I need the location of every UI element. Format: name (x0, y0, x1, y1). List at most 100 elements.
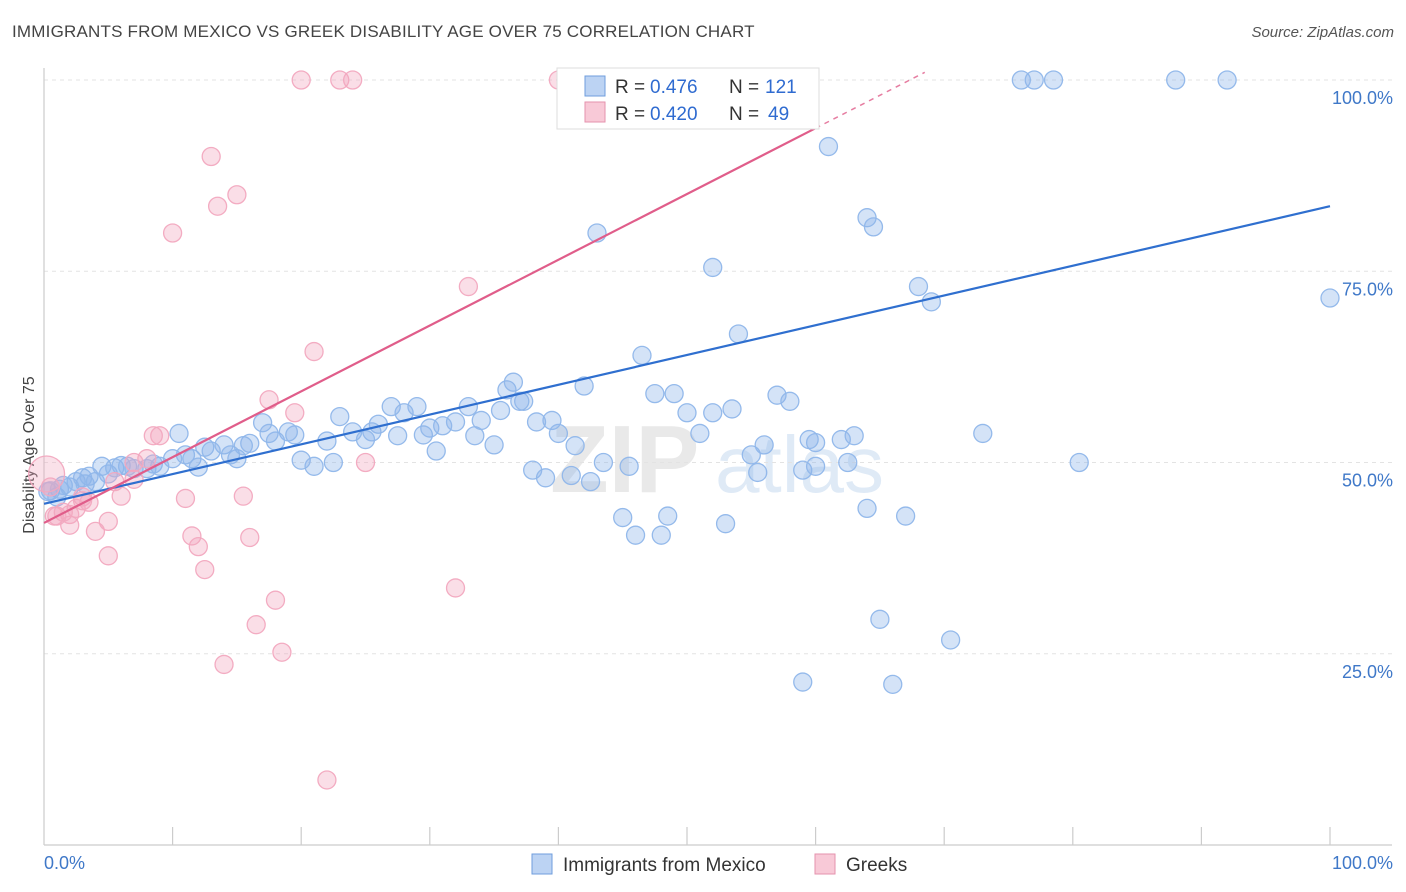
greeks-point (240, 527, 260, 548)
greeks-point (98, 511, 118, 532)
mexico-point (722, 399, 742, 419)
grid-lines (44, 79, 1392, 655)
mexico-point (484, 435, 504, 455)
y-tick-label-2: 75.0% (1342, 279, 1393, 299)
mexico-point (625, 525, 646, 545)
greeks-point (259, 390, 279, 410)
mexico-point (561, 465, 581, 486)
greeks-point (265, 590, 286, 610)
greeks-point (124, 452, 144, 473)
x-tick-label-0: 0.0% (44, 853, 85, 873)
stats-n-label-mexico: N = (729, 77, 759, 98)
mexico-point (613, 507, 633, 528)
greeks-point (214, 654, 234, 675)
mexico-point (870, 609, 890, 629)
series-greeks-points (27, 70, 697, 790)
greeks-point (44, 506, 64, 526)
greeks-point (98, 546, 118, 566)
greeks-point (233, 486, 253, 506)
mexico-point (426, 441, 446, 461)
mexico-point (471, 410, 491, 431)
mexico-point (651, 525, 671, 545)
stats-n-value-greeks: 49 (768, 104, 789, 125)
mexico-point (240, 433, 260, 454)
mexico-point (780, 391, 800, 411)
mexico-point (677, 403, 697, 423)
greeks-point (285, 403, 305, 423)
mexico-point (526, 412, 547, 432)
greeks-trend-line (43, 127, 817, 524)
mexico-point (664, 383, 684, 404)
mexico-point (1024, 70, 1044, 90)
greeks-point (188, 537, 208, 557)
legend-label-greeks: Greeks (846, 855, 907, 876)
greeks-point (317, 770, 337, 790)
mexico-point (805, 432, 826, 453)
greeks-point (195, 559, 215, 580)
mexico-point (793, 672, 813, 692)
greeks-point (272, 642, 292, 662)
mexico-point (863, 217, 884, 237)
mexico-point (1069, 452, 1089, 473)
mexico-point (574, 376, 594, 396)
greeks-point (40, 477, 61, 497)
mexico-point (940, 630, 961, 650)
stats-n-label-greeks: N = (729, 104, 759, 125)
mexico-point (317, 431, 337, 451)
mexico-point (387, 426, 408, 446)
greeks-point (207, 196, 228, 216)
source-credit: Source: ZipAtlas.com (1251, 24, 1394, 41)
stats-r-value-mexico: 0.476 (650, 77, 698, 98)
mexico-point (741, 445, 761, 465)
greeks-point (458, 276, 479, 297)
greeks-point (85, 521, 106, 541)
greeks-point (27, 455, 66, 493)
mexico-point (619, 456, 639, 476)
greeks-point (342, 70, 363, 90)
y-tick-labels: 25.0% 50.0% 75.0% 100.0% (1332, 88, 1393, 682)
mexico-point (658, 506, 678, 526)
mexico-point (355, 429, 376, 450)
mexico-point (565, 436, 585, 456)
mexico-point (497, 380, 517, 400)
mexico-point (1217, 70, 1237, 90)
legend-swatch-mexico (531, 853, 553, 875)
mexico-point (490, 400, 511, 421)
stats-r-value-greeks: 0.420 (650, 104, 698, 125)
greeks-point (175, 488, 196, 509)
mexico-point (728, 324, 749, 344)
mexico-point (580, 471, 601, 492)
greeks-point (445, 578, 466, 598)
greeks-point (60, 515, 80, 535)
mexico-point (645, 383, 665, 404)
x-tick-label-1: 100.0% (1332, 853, 1393, 873)
mexico-point (838, 452, 858, 473)
greeks-point (227, 185, 247, 205)
greeks-point (201, 146, 221, 167)
mexico-point (921, 292, 941, 312)
stats-legend: R = 0.476 N = 121 R = 0.420 N = 49 (556, 67, 820, 130)
mexico-point (445, 412, 466, 432)
mexico-trend-line (43, 205, 1331, 505)
mexico-point (973, 423, 993, 444)
x-axis-ticks (172, 827, 1331, 845)
watermark: ZIP atlas (550, 406, 884, 513)
mexico-point (703, 403, 723, 423)
watermark-zip: ZIP (550, 406, 699, 513)
x-tick-labels: 0.0% 100.0% (44, 853, 1393, 873)
mexico-point (895, 506, 916, 526)
greeks-point (304, 341, 324, 362)
mexico-point (857, 498, 877, 519)
mexico-point (214, 435, 234, 455)
mexico-point (304, 456, 324, 476)
mexico-point (503, 372, 524, 392)
greeks-point (143, 426, 163, 446)
greeks-point (111, 486, 131, 506)
mexico-point (330, 406, 350, 427)
stats-r-label-greeks: R = (615, 104, 645, 125)
mexico-point (323, 452, 344, 473)
mexico-point (1320, 288, 1340, 308)
mexico-point (169, 423, 189, 444)
y-tick-label-0: 25.0% (1342, 662, 1393, 682)
